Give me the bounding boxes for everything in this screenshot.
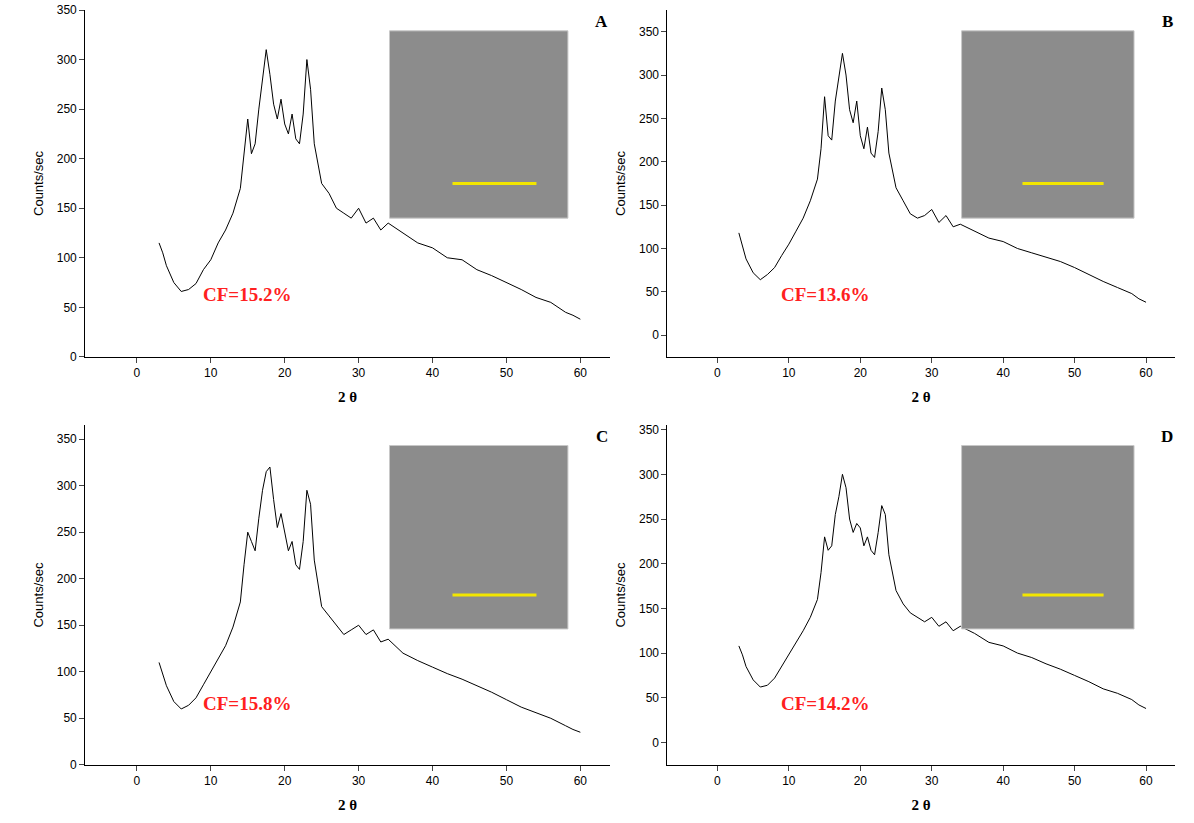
- svg-text:0: 0: [652, 736, 659, 750]
- svg-text:30: 30: [925, 774, 939, 788]
- svg-text:20: 20: [278, 774, 292, 788]
- svg-text:250: 250: [57, 102, 77, 116]
- svg-text:200: 200: [57, 152, 77, 166]
- svg-text:30: 30: [352, 366, 366, 380]
- svg-text:CF=15.2%: CF=15.2%: [203, 284, 291, 305]
- svg-text:200: 200: [639, 155, 659, 169]
- svg-text:Counts/sec: Counts/sec: [31, 150, 46, 216]
- svg-text:2 θ: 2 θ: [911, 389, 930, 405]
- svg-text:300: 300: [57, 479, 77, 493]
- svg-text:40: 40: [996, 366, 1010, 380]
- svg-text:A: A: [595, 12, 608, 31]
- svg-text:0: 0: [134, 366, 141, 380]
- svg-text:CF=13.6%: CF=13.6%: [781, 284, 869, 305]
- svg-text:50: 50: [500, 366, 514, 380]
- svg-text:50: 50: [63, 711, 77, 725]
- svg-text:40: 40: [426, 366, 440, 380]
- svg-text:C: C: [596, 427, 608, 446]
- svg-text:B: B: [1162, 12, 1173, 31]
- svg-text:350: 350: [57, 3, 77, 17]
- svg-text:100: 100: [57, 665, 77, 679]
- svg-text:2 θ: 2 θ: [911, 797, 930, 813]
- svg-text:50: 50: [1068, 366, 1082, 380]
- svg-text:250: 250: [639, 112, 659, 126]
- svg-text:350: 350: [57, 432, 77, 446]
- svg-text:10: 10: [782, 774, 796, 788]
- svg-text:0: 0: [70, 758, 77, 772]
- svg-text:300: 300: [57, 53, 77, 67]
- svg-text:40: 40: [426, 774, 440, 788]
- svg-text:CF=15.8%: CF=15.8%: [203, 693, 291, 714]
- svg-text:20: 20: [854, 366, 868, 380]
- svg-text:0: 0: [652, 328, 659, 342]
- svg-text:100: 100: [639, 646, 659, 660]
- svg-text:0: 0: [714, 774, 721, 788]
- svg-text:Counts/sec: Counts/sec: [613, 562, 628, 628]
- svg-text:0: 0: [714, 366, 721, 380]
- svg-text:60: 60: [1139, 774, 1153, 788]
- svg-text:250: 250: [57, 525, 77, 539]
- svg-text:Counts/sec: Counts/sec: [31, 562, 46, 628]
- svg-text:10: 10: [204, 774, 218, 788]
- svg-text:30: 30: [352, 774, 366, 788]
- svg-text:50: 50: [646, 691, 660, 705]
- svg-text:20: 20: [278, 366, 292, 380]
- svg-text:300: 300: [639, 68, 659, 82]
- svg-text:40: 40: [996, 774, 1010, 788]
- svg-text:100: 100: [639, 242, 659, 256]
- svg-text:200: 200: [57, 572, 77, 586]
- svg-text:300: 300: [639, 468, 659, 482]
- svg-text:350: 350: [639, 25, 659, 39]
- svg-text:60: 60: [574, 774, 588, 788]
- svg-text:50: 50: [1068, 774, 1082, 788]
- svg-text:60: 60: [574, 366, 588, 380]
- svg-text:10: 10: [204, 366, 218, 380]
- svg-text:350: 350: [639, 423, 659, 437]
- svg-text:250: 250: [639, 512, 659, 526]
- svg-text:100: 100: [57, 251, 77, 265]
- svg-text:50: 50: [63, 301, 77, 315]
- svg-text:50: 50: [500, 774, 514, 788]
- svg-text:60: 60: [1139, 366, 1153, 380]
- svg-text:150: 150: [57, 618, 77, 632]
- svg-text:150: 150: [57, 201, 77, 215]
- svg-text:50: 50: [646, 285, 660, 299]
- svg-text:200: 200: [639, 557, 659, 571]
- svg-text:10: 10: [782, 366, 796, 380]
- svg-text:Counts/sec: Counts/sec: [613, 150, 628, 216]
- svg-text:30: 30: [925, 366, 939, 380]
- svg-text:20: 20: [854, 774, 868, 788]
- svg-text:150: 150: [639, 602, 659, 616]
- svg-text:0: 0: [70, 350, 77, 364]
- svg-text:2 θ: 2 θ: [338, 389, 357, 405]
- svg-text:D: D: [1161, 427, 1173, 446]
- svg-text:150: 150: [639, 198, 659, 212]
- svg-text:CF=14.2%: CF=14.2%: [781, 693, 869, 714]
- svg-text:0: 0: [134, 774, 141, 788]
- svg-text:2 θ: 2 θ: [338, 797, 357, 813]
